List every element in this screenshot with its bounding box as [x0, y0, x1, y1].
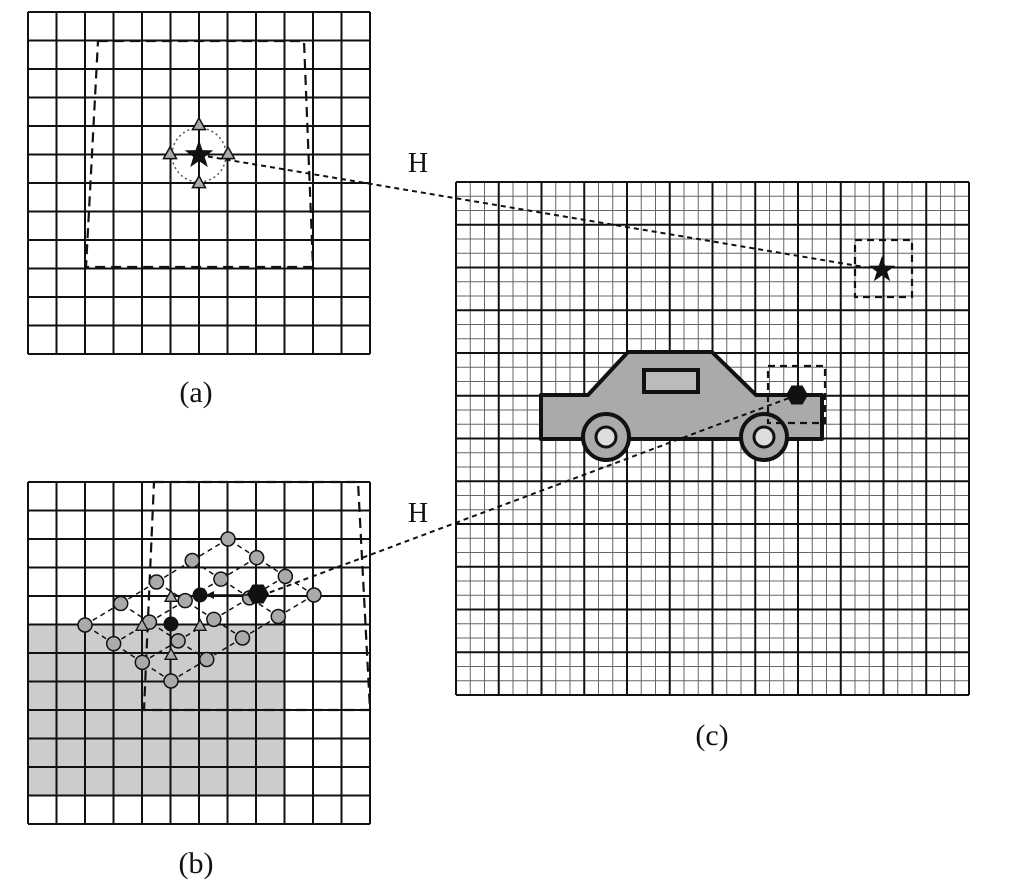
- triangle-marker: [162, 145, 178, 160]
- lattice-node: [199, 651, 215, 668]
- lattice-node: [270, 608, 286, 625]
- selected-node: [163, 616, 179, 632]
- mapping-line-top: [198, 154, 883, 271]
- lattice-node: [234, 630, 251, 646]
- star-icon: [184, 140, 214, 168]
- mapping-label-bottom: H: [408, 498, 428, 529]
- lattice-node: [213, 571, 229, 587]
- lattice-edge: [213, 597, 250, 620]
- dashed-quadrilateral-b: [142, 480, 372, 712]
- arrow-head: [206, 591, 214, 599]
- panel-c: (c): [455, 181, 970, 752]
- caption-a: (a): [179, 376, 212, 409]
- lattice-node: [170, 633, 186, 649]
- dashed-quadrilateral-a: [84, 39, 315, 269]
- grid-b: [27, 481, 371, 825]
- lattice-node: [248, 549, 265, 566]
- panel-b: (b): [27, 480, 372, 880]
- lattice-edge: [141, 640, 179, 663]
- lattice-node: [306, 587, 322, 603]
- lattice-edge: [170, 658, 208, 682]
- lattice-edge: [156, 559, 193, 583]
- lattice-node: [220, 531, 236, 547]
- lattice-edge: [277, 594, 315, 618]
- car-hubcap-rear: [752, 425, 776, 449]
- lattice-node: [105, 635, 122, 652]
- mapping-label-top: H: [408, 148, 428, 179]
- lattice-edge: [242, 615, 279, 639]
- lattice-node: [177, 592, 193, 609]
- triangle-marker: [191, 174, 207, 189]
- lattice-edge: [220, 557, 258, 580]
- caption-c: (c): [695, 719, 728, 752]
- triangle-marker: [191, 116, 207, 131]
- lattice-node: [77, 617, 93, 633]
- lattice-node: [277, 568, 294, 585]
- mapping-top: H: [198, 148, 883, 271]
- car-window: [642, 368, 700, 394]
- lattice-node: [134, 654, 151, 671]
- lattice-edge: [191, 538, 229, 562]
- car-hubcap-front: [594, 425, 618, 449]
- car-icon: [539, 350, 824, 462]
- lattice-edge: [149, 600, 186, 623]
- lattice-edge: [206, 637, 243, 661]
- lattice-edge: [120, 581, 157, 605]
- triangle-marker: [163, 647, 179, 660]
- triangle-markers-a: [162, 116, 236, 189]
- lattice-node: [148, 574, 165, 590]
- dashed-box-star: [853, 238, 914, 299]
- lattice-node: [184, 552, 200, 569]
- hexagon-icon: [247, 584, 269, 604]
- mapping-bottom: H: [262, 394, 798, 596]
- lattice-edge: [249, 575, 286, 599]
- lattice-nodes: [77, 531, 322, 689]
- triangle-marker: [134, 618, 150, 631]
- lattice-node: [206, 611, 222, 628]
- lattice-edge: [84, 602, 122, 626]
- lattice-node: [113, 595, 129, 612]
- triangle-marker: [163, 589, 179, 602]
- lattice-node: [163, 673, 179, 689]
- caption-b: (b): [179, 847, 214, 880]
- selected-node: [192, 587, 208, 603]
- panel-a: (a): [27, 11, 371, 409]
- star-icon: [868, 256, 896, 282]
- triangle-marker: [220, 145, 236, 160]
- dashed-box-hexagon: [766, 364, 827, 425]
- triangle-marker: [192, 618, 208, 631]
- lattice-edge: [113, 621, 150, 645]
